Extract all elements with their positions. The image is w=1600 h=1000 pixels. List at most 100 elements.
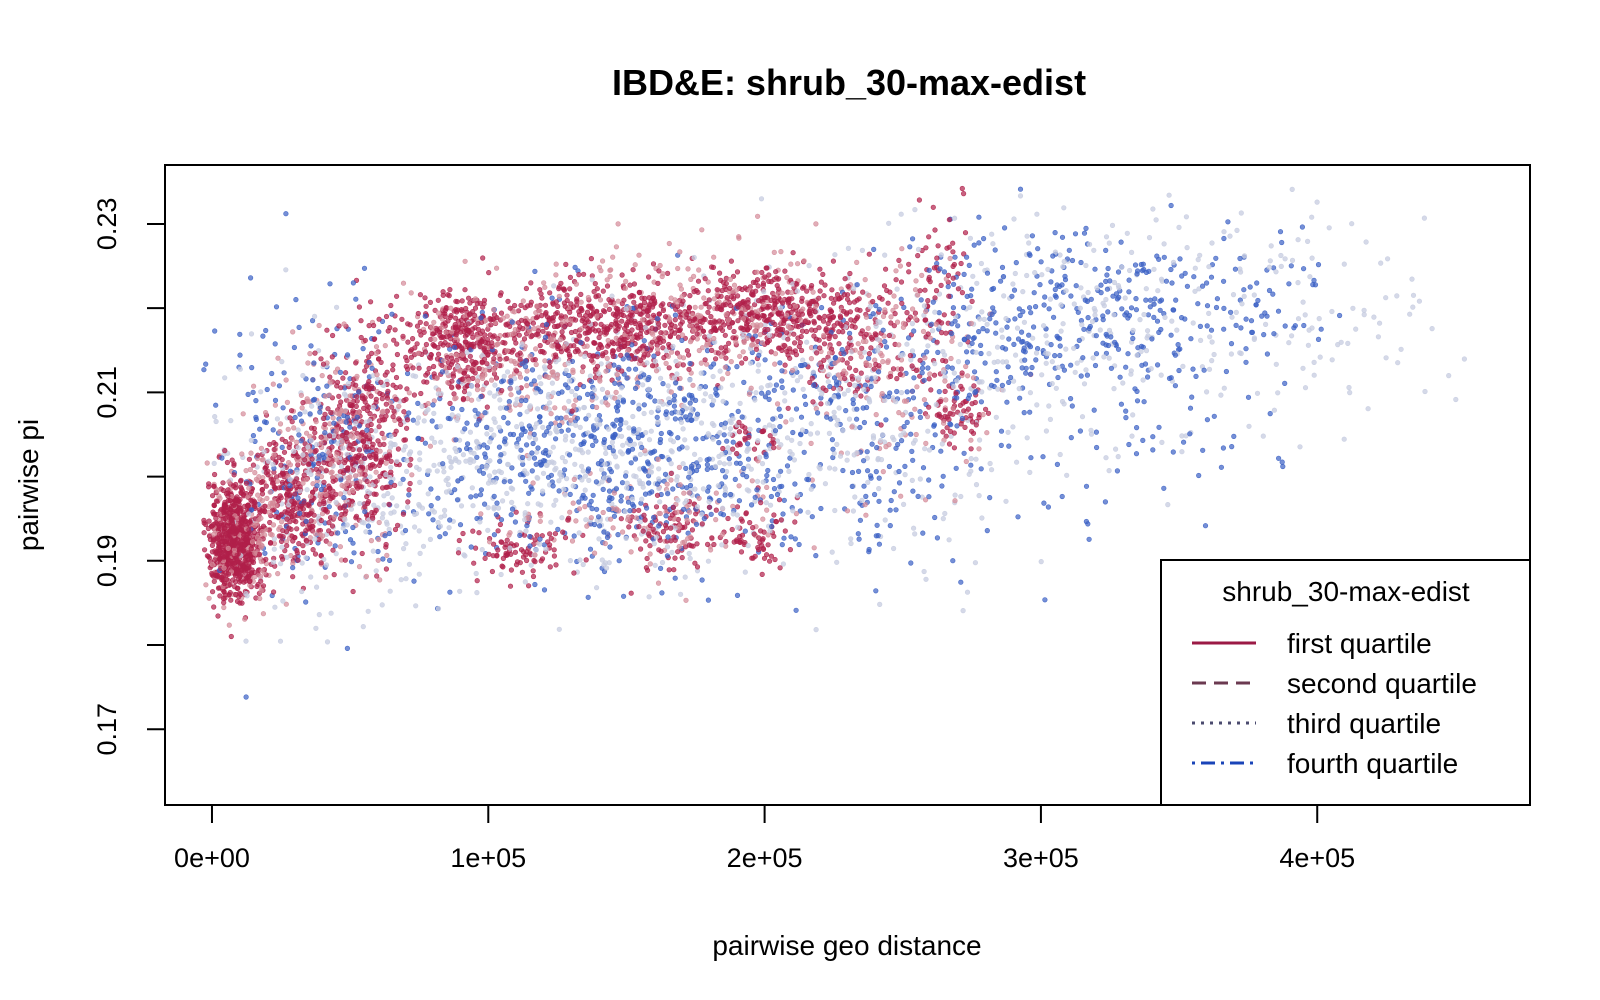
data-point [925,298,931,304]
data-point [278,495,284,501]
data-point [1144,374,1151,380]
data-point [389,404,395,410]
data-point [508,512,514,518]
data-point [449,384,455,390]
data-point [257,426,263,432]
data-point [390,367,396,373]
data-point [911,375,917,381]
data-point [610,254,616,260]
data-point [946,537,952,543]
data-point [969,286,975,292]
data-point [922,287,928,293]
data-point [1041,302,1047,308]
data-point [1059,234,1066,240]
data-point [237,331,243,337]
data-point [240,411,246,417]
data-point [1206,310,1212,317]
data-point [580,561,586,568]
data-point [447,589,453,595]
data-point [311,360,317,366]
data-point [538,381,544,387]
data-point [894,376,900,382]
data-point [1179,449,1185,455]
data-point [290,574,296,580]
data-point [288,526,294,532]
data-point [402,443,408,450]
data-point [873,303,879,309]
data-point [821,341,828,347]
data-point [1005,429,1011,435]
data-point [224,459,230,466]
data-point [464,445,470,452]
data-point [1230,292,1237,298]
data-point [460,452,467,458]
data-point [730,503,736,510]
data-point [1168,202,1174,209]
data-point [412,511,418,518]
data-point [818,505,824,512]
data-point [539,488,546,494]
data-point [555,303,561,310]
data-point [1048,279,1054,285]
data-point [1049,359,1055,365]
data-point [529,333,535,339]
data-point [353,403,359,410]
data-point [666,400,673,406]
data-point [270,522,277,528]
data-point [404,468,410,475]
data-point [935,349,941,356]
data-point [1204,303,1211,309]
data-point [754,213,761,219]
data-point [717,430,723,436]
data-point [698,420,705,426]
data-point [1346,384,1352,391]
data-point [782,268,788,274]
data-point [603,400,609,406]
data-point [731,282,738,288]
data-point [301,511,307,517]
data-point [1014,325,1021,331]
data-point [206,595,212,601]
data-point [489,568,496,575]
data-point [1237,255,1243,262]
data-point [1211,351,1217,358]
data-point [935,243,941,249]
data-point [958,493,964,500]
data-point [1017,395,1023,401]
data-point [555,526,561,533]
data-point [564,297,570,304]
data-point [951,215,958,221]
data-point [1005,364,1011,370]
data-point [741,379,747,386]
data-point [532,581,538,588]
data-point [263,410,269,416]
data-point [583,416,589,422]
data-point [250,462,256,468]
data-point [1067,396,1074,402]
data-point [729,526,735,533]
data-point [781,535,787,541]
data-point [643,538,649,544]
data-point [491,367,497,373]
data-point [828,295,834,301]
data-point [1130,335,1136,342]
data-point [1081,381,1088,387]
data-point [417,457,423,463]
data-point [406,410,412,416]
data-point [896,468,902,475]
data-point [1105,309,1111,315]
data-point [876,486,882,492]
data-point [679,337,685,344]
data-point [600,288,606,294]
data-point [874,522,880,528]
data-point [1317,354,1323,360]
data-point [569,538,576,544]
data-point [295,462,301,468]
data-point [512,549,519,555]
data-point [1083,225,1089,231]
data-point [832,334,838,340]
data-point [859,328,865,334]
data-point [1078,259,1084,266]
data-point [964,373,971,379]
data-point [696,267,702,273]
